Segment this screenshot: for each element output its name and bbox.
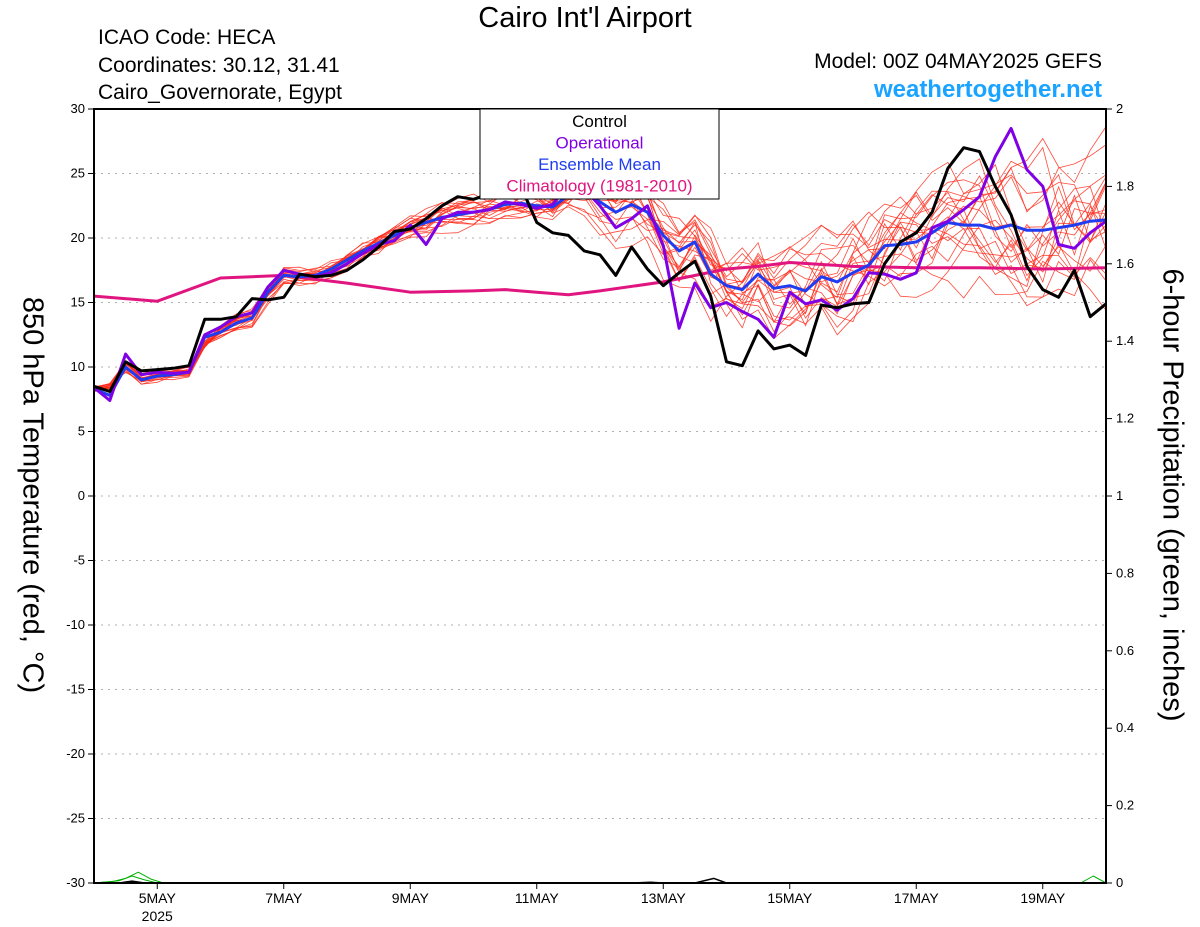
x-tick-label: 7MAY [265,890,303,906]
legend-entry: Control [572,112,627,131]
control-line [94,146,1106,393]
x-tick-label: 11MAY [515,890,559,906]
legend-entry: Ensemble Mean [538,155,661,174]
series-lines [94,126,1106,883]
precip-member-line [94,875,1106,883]
member-line [94,202,1106,392]
right-tick-label: 1.6 [1116,256,1134,271]
legend-box [479,108,720,200]
right-tick-label: 0.8 [1116,565,1134,580]
right-tick-label: 0.2 [1116,798,1134,813]
left-tick-label: -20 [66,746,85,761]
left-tick-label: -10 [66,617,85,632]
left-tick-label: 10 [71,359,85,374]
x-tick-label: 13MAY [641,890,687,906]
grid-lines [94,173,1106,819]
right-tick-label: 1.4 [1116,333,1134,348]
x-tick-year: 2025 [142,908,173,924]
left-tick-label: 25 [71,166,85,181]
model-run: Model: 00Z 04MAY2025 GEFS [814,50,1102,73]
ensemble-mean-line [94,192,1106,397]
right-tick-label: 1.8 [1116,178,1134,193]
right-tick-label: 1 [1116,488,1123,503]
right-tick-label: 2 [1116,101,1123,116]
member-line [94,187,1106,389]
left-tick-label: 5 [78,424,85,439]
left-tick-label: 30 [71,101,85,116]
x-tick-label: 17MAY [894,890,940,906]
right-tick-label: 0.4 [1116,720,1134,735]
coordinates: Coordinates: 30.12, 31.41 [98,54,340,77]
x-tick-label: 19MAY [1020,890,1066,906]
member-line [94,181,1106,388]
left-tick-label: -5 [73,553,85,568]
operational-line [94,126,1106,402]
x-tick-label: 5MAY [139,890,177,906]
right-tick-label: 0.6 [1116,643,1134,658]
x-tick-label: 15MAY [767,890,813,906]
climatology-line [94,261,1106,303]
member-line [94,144,1106,388]
left-tick-label: -25 [66,811,85,826]
right-tick-label: 0 [1116,875,1123,890]
icao-code: ICAO Code: HECA [98,26,276,49]
x-tick-label: 9MAY [392,890,430,906]
member-line [94,183,1106,389]
left-tick-label: 0 [78,488,85,503]
precip-member-line [94,875,1106,883]
left-tick-label: -15 [66,682,85,697]
left-tick-label: -30 [66,875,85,890]
region: Cairo_Governorate, Egypt [98,81,342,104]
legend: Control Operational Ensemble Mean Climatolo… [479,108,720,200]
axes: 302520151050-5-10-15-20-25-3021.81.61.41… [66,101,1134,924]
left-tick-label: 20 [71,230,85,245]
legend-entry: Operational [556,134,644,153]
page-title: Cairo Int'l Airport [478,2,692,34]
left-tick-label: 15 [71,295,85,310]
site-name: weathertogether.net [873,76,1102,103]
legend-entry: Climatology (1981-2010) [506,177,692,196]
precip-member-line [94,871,1106,883]
right-tick-label: 1.2 [1116,411,1134,426]
